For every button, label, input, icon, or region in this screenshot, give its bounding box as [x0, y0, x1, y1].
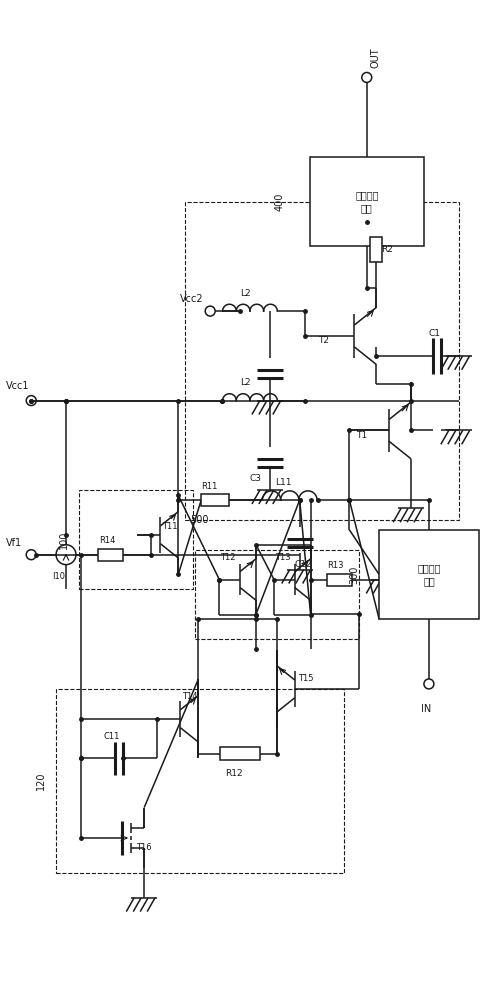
Bar — [98, 549, 123, 561]
Bar — [56, 689, 344, 873]
Bar — [378, 530, 478, 619]
Bar — [79, 490, 193, 589]
Text: L2: L2 — [240, 378, 250, 387]
Text: 网络: 网络 — [360, 203, 372, 213]
Text: C1: C1 — [428, 329, 440, 338]
Text: R14: R14 — [98, 536, 115, 545]
Text: 400: 400 — [274, 193, 284, 211]
Bar — [326, 574, 351, 586]
Text: 300: 300 — [348, 565, 359, 584]
Text: 输入匹配: 输入匹配 — [416, 563, 440, 573]
Bar — [201, 494, 228, 506]
Text: T2: T2 — [318, 336, 329, 345]
Text: C11: C11 — [104, 732, 120, 741]
Text: T13: T13 — [275, 553, 290, 562]
Text: L11: L11 — [274, 478, 291, 487]
Text: Vcc2: Vcc2 — [180, 294, 204, 304]
Text: 网络: 网络 — [422, 576, 434, 586]
Text: 输出匹配: 输出匹配 — [354, 190, 378, 200]
Text: Vf1: Vf1 — [6, 538, 23, 548]
Text: R13: R13 — [327, 561, 343, 570]
Text: T16: T16 — [135, 843, 151, 852]
Text: 120: 120 — [36, 772, 46, 790]
Text: 100: 100 — [59, 531, 69, 549]
Text: T11: T11 — [162, 522, 178, 531]
Text: R2: R2 — [380, 245, 392, 254]
Text: Vcc1: Vcc1 — [6, 381, 30, 391]
Text: 500: 500 — [190, 515, 208, 525]
Text: L2: L2 — [240, 289, 250, 298]
Bar — [309, 157, 423, 246]
Text: T14: T14 — [182, 692, 197, 701]
Text: T12: T12 — [220, 553, 235, 562]
Bar — [195, 550, 359, 639]
Text: C12: C12 — [294, 560, 312, 569]
Text: R11: R11 — [201, 482, 217, 491]
Text: R12: R12 — [225, 769, 242, 778]
Bar — [220, 747, 259, 760]
Text: I10: I10 — [52, 572, 65, 581]
Bar — [185, 202, 458, 520]
Text: C3: C3 — [250, 474, 262, 483]
Bar — [370, 237, 382, 262]
Text: IN: IN — [420, 704, 430, 714]
Text: T1: T1 — [355, 431, 367, 440]
Text: T15: T15 — [297, 674, 312, 683]
Text: OUT: OUT — [370, 47, 380, 68]
